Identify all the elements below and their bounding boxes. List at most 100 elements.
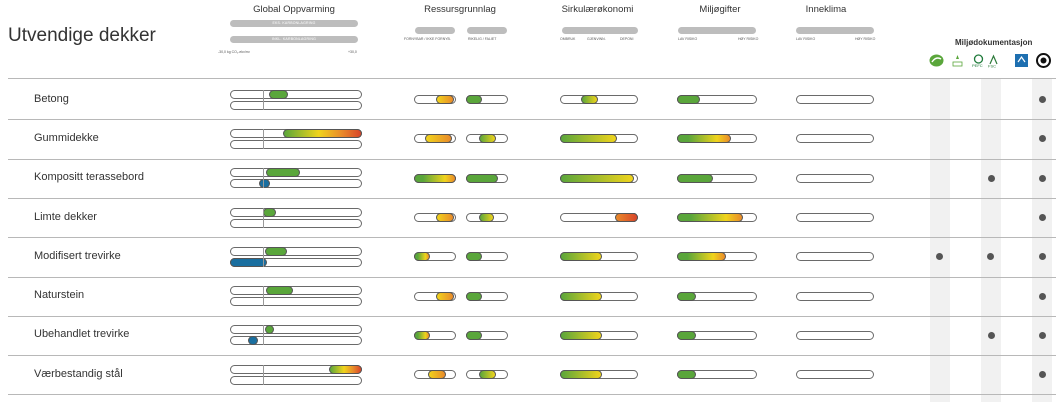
miljogifter-pill (678, 27, 756, 34)
row-label: Betong (34, 92, 69, 105)
ressurs-left-fill (428, 370, 446, 380)
dok-dot (1039, 331, 1046, 339)
global-top-fill (265, 246, 287, 256)
sirkular-track (560, 134, 638, 144)
page-title: Utvendige dekker (8, 25, 156, 46)
sirkularokonomi-header: Sirkulærøkonomi (561, 4, 634, 15)
ressurs-right-fill (466, 252, 482, 262)
global-top-track (230, 89, 362, 99)
ressurs-right-fill (466, 95, 482, 105)
miljogifter-track (677, 134, 757, 144)
sirkular-track (560, 291, 638, 301)
global-bottom-track (230, 375, 362, 385)
row-label: Modifisert trevirke (34, 249, 121, 262)
global-zero-line (263, 286, 264, 307)
ressurs-left-track (414, 370, 456, 380)
miljogifter-fill (677, 173, 714, 183)
miljogifter-fill (677, 213, 743, 223)
miljogifter-track (677, 370, 757, 380)
svg-text:PEFC: PEFC (972, 63, 983, 68)
sirkular-label-gjenvinn: GJENVINN. (587, 37, 606, 41)
ressurs-right-track (466, 291, 508, 301)
ressurs-right-track (466, 134, 508, 144)
ressurs-right-label: RIKELIG / FALIET (468, 37, 497, 41)
ressurs-left-track (414, 291, 456, 301)
sirkular-fill (614, 213, 638, 223)
ressursgrunnlag-header: Ressursgrunnlag (424, 4, 496, 15)
ressurs-right-track (466, 213, 508, 223)
dok-col-shade (930, 78, 950, 402)
row-divider (8, 237, 1056, 239)
sirkular-track (560, 370, 638, 380)
miljogifter-fill (677, 134, 732, 144)
global-zero-line (263, 246, 264, 267)
global-bottom-track (230, 218, 362, 228)
global-bottom-track (230, 179, 362, 189)
ressurs-left-fill (425, 134, 452, 144)
inneklima-high: HØY RISIKO (855, 37, 876, 41)
global-top-fill (262, 207, 277, 217)
global-top-track (230, 364, 362, 374)
ressurs-right-track (466, 370, 508, 380)
dok-dot (988, 331, 995, 339)
sirkular-track (560, 330, 638, 340)
dok-col-shade (1032, 78, 1052, 402)
inneklima-track (796, 370, 874, 380)
inneklima-pill (796, 27, 874, 34)
sirkular-fill (560, 173, 635, 183)
miljogifter-low: LAV RISIKO (678, 37, 698, 41)
miljogifter-fill (677, 252, 726, 262)
sirkular-fill (560, 291, 602, 301)
global-bottom-fill (258, 179, 270, 189)
ressurs-left-fill (414, 173, 456, 183)
global-zero-line (263, 364, 264, 385)
ressurs-right-fill (466, 173, 498, 183)
eu-ecolabel-icon (950, 53, 965, 68)
global-top-fill (283, 128, 362, 138)
global-top-fill (265, 325, 274, 335)
inneklima-track (796, 173, 874, 183)
row-label: Limte dekker (34, 210, 97, 223)
ressurs-right-fill (479, 213, 494, 223)
global-zero-line (263, 325, 264, 346)
svanemerket-icon (929, 53, 944, 68)
dok-dot (1039, 292, 1046, 300)
global-top-track (230, 168, 362, 178)
global-pill-top: EKS. KARBONLAGRING (230, 20, 358, 27)
miljogifter-track (677, 95, 757, 105)
ressurs-left-fill (414, 330, 430, 340)
global-top-track (230, 128, 362, 138)
inneklima-track (796, 134, 874, 144)
sirkular-track (560, 252, 638, 262)
global-bottom-fill (248, 336, 258, 346)
ressurs-left-track (414, 134, 456, 144)
dok-dot (987, 253, 994, 261)
ressurs-left-track (414, 95, 456, 105)
ressurs-pill-right (467, 27, 507, 34)
ressurs-left-fill (436, 291, 454, 301)
global-top-track (230, 325, 362, 335)
global-axis-max: +30,0 (348, 50, 357, 54)
row-label: Værbestandig stål (34, 367, 123, 380)
sirkular-fill (560, 252, 602, 262)
miljogifter-fill (677, 95, 701, 105)
miljogifter-header: Miljøgifter (699, 4, 741, 15)
global-oppvarming-header: Global Oppvarming (253, 4, 335, 15)
sirkular-track (560, 213, 638, 223)
dok-dot (1039, 174, 1046, 182)
dok-dot (1039, 214, 1046, 222)
svg-text:FSC: FSC (988, 64, 996, 69)
row-divider (8, 276, 1056, 278)
inneklima-track (796, 95, 874, 105)
miljogifter-track (677, 252, 757, 262)
global-top-fill (328, 364, 362, 374)
ressurs-left-label: FORNYBAR / IKKE FORNYB. (404, 37, 451, 41)
ressurs-right-track (466, 173, 508, 183)
dok-dot (936, 253, 943, 261)
pefc-icon: PEFC (971, 53, 986, 68)
ressurs-right-fill (466, 330, 482, 340)
ressurs-right-fill (479, 370, 496, 380)
global-top-fill (266, 168, 300, 178)
ressurs-left-track (414, 213, 456, 223)
global-bottom-track (230, 139, 362, 149)
